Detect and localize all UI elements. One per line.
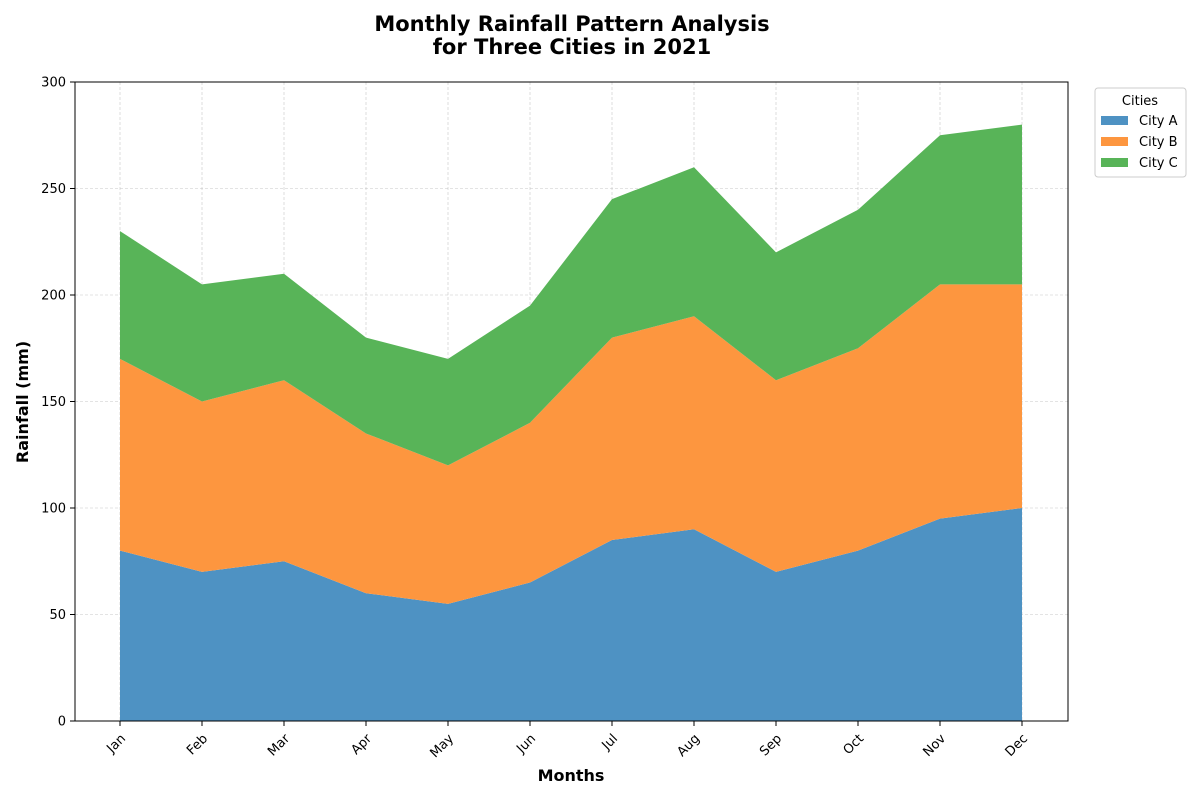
legend-frame [1094,87,1187,178]
legend: Cities City A City B City C [1094,87,1187,178]
area-layer [120,124,1022,721]
legend-swatch-city-b [1101,137,1128,146]
legend-label-city-b: City B [1139,135,1178,150]
y-tick-label: 250 [41,182,66,197]
x-tick-label: Nov [920,731,949,760]
legend-items: City A City B City C [1101,114,1178,171]
area-series-city-b [120,284,1022,604]
y-tick-label: 0 [58,715,66,730]
legend-swatch-city-a [1101,116,1128,125]
legend-swatch-city-c [1101,158,1128,167]
x-tick-label: Dec [1003,731,1031,759]
y-axis-title: Rainfall (mm) [13,341,32,463]
x-tick-label: Apr [349,731,376,758]
x-tick-label: Feb [184,731,211,758]
x-axis-title: Months [538,766,605,785]
legend-label-city-a: City A [1139,114,1178,129]
chart-title-line-2: for Three Cities in 2021 [433,35,711,59]
chart-title-line-1: Monthly Rainfall Pattern Analysis [374,12,769,36]
y-tick-label: 100 [41,502,66,517]
x-tick-label: Mar [265,731,293,759]
y-tick-label: 300 [41,76,66,91]
x-tick-label: Sep [757,731,785,759]
y-axis: 0 50 100 150 200 250 300 [41,76,75,730]
y-tick-label: 200 [41,289,66,304]
chart-title: Monthly Rainfall Pattern Analysis for Th… [374,12,769,59]
legend-title: Cities [1122,94,1158,109]
x-tick-label: Aug [674,731,703,760]
area-series-city-a [120,508,1022,721]
x-tick-label: Oct [841,731,868,758]
x-tick-label: May [427,731,457,761]
y-tick-label: 150 [41,395,66,410]
x-tick-label: Jul [599,731,621,753]
area-series-city-c [120,124,1022,466]
x-tick-label: Jan [104,731,129,756]
x-axis: Jan Feb Mar Apr May Jun Jul Aug Sep Oct Nov Dec [104,721,1031,761]
legend-label-city-c: City C [1139,156,1178,171]
x-tick-label: Jun [513,731,539,757]
y-tick-label: 50 [49,608,66,623]
